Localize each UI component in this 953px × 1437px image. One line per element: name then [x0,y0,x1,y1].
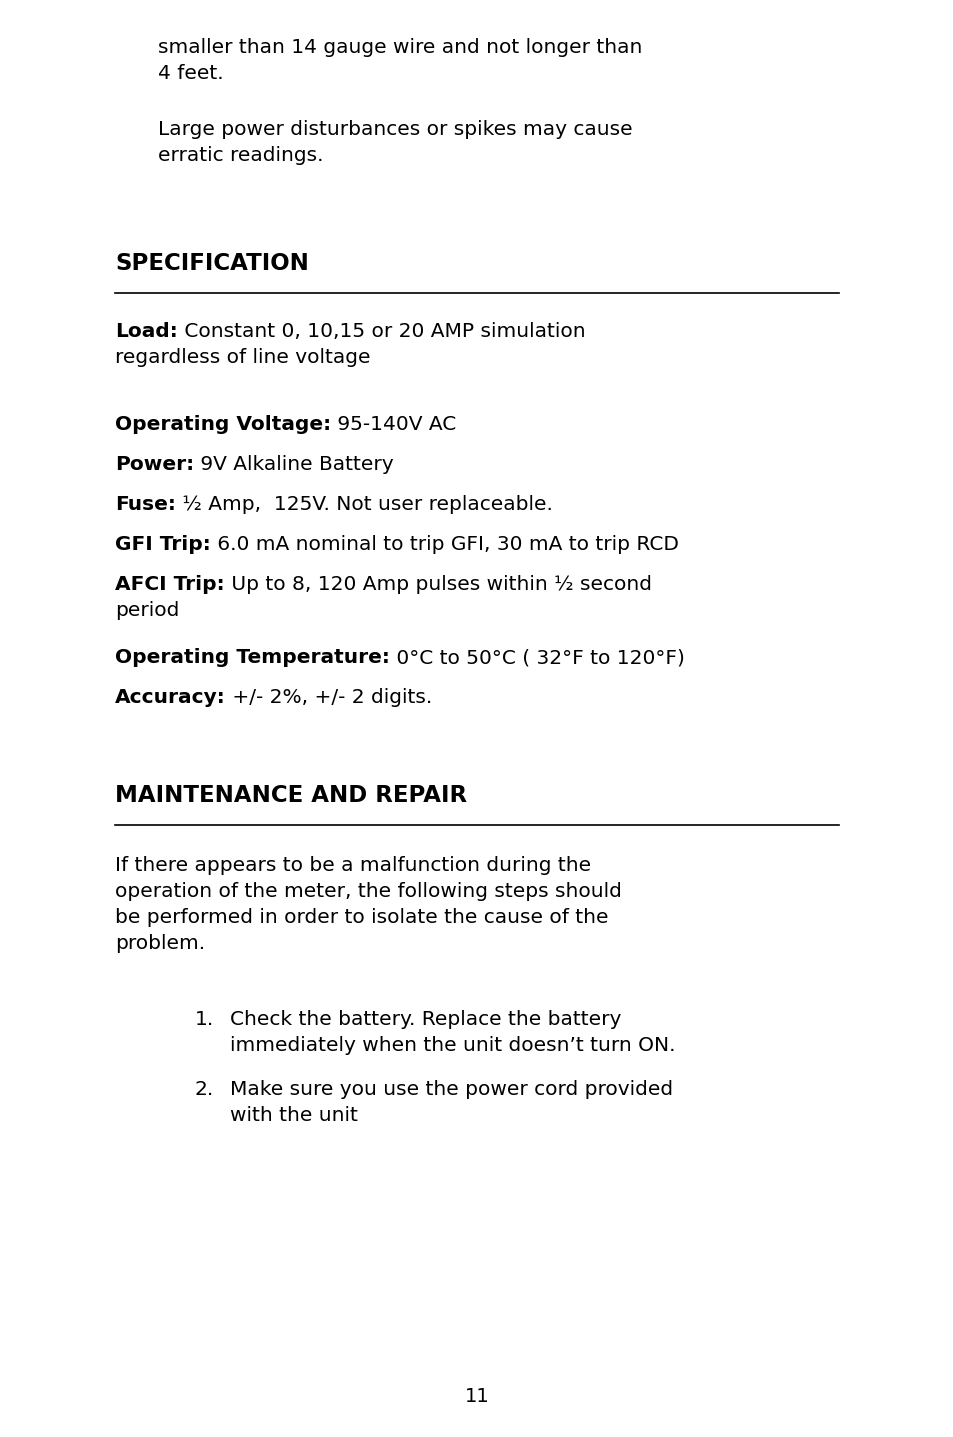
Text: 1.: 1. [194,1010,214,1029]
Text: Operating Voltage:: Operating Voltage: [115,415,331,434]
Text: 95-140V AC: 95-140V AC [331,415,456,434]
Text: SPECIFICATION: SPECIFICATION [115,251,309,274]
Text: If there appears to be a malfunction during the: If there appears to be a malfunction dur… [115,856,591,875]
Text: Power:: Power: [115,456,193,474]
Text: +/- 2%, +/- 2 digits.: +/- 2%, +/- 2 digits. [226,688,432,707]
Text: Accuracy:: Accuracy: [115,688,226,707]
Text: Load:: Load: [115,322,177,341]
Text: problem.: problem. [115,934,205,953]
Text: Up to 8, 120 Amp pulses within ½ second: Up to 8, 120 Amp pulses within ½ second [224,575,651,593]
Text: AFCI Trip:: AFCI Trip: [115,575,224,593]
Text: 9V Alkaline Battery: 9V Alkaline Battery [193,456,394,474]
Text: operation of the meter, the following steps should: operation of the meter, the following st… [115,882,621,901]
Text: Operating Temperature:: Operating Temperature: [115,648,390,667]
Text: with the unit: with the unit [230,1106,357,1125]
Text: Make sure you use the power cord provided: Make sure you use the power cord provide… [230,1081,673,1099]
Text: smaller than 14 gauge wire and not longer than: smaller than 14 gauge wire and not longe… [158,37,641,57]
Text: ½ Amp,  125V. Not user replaceable.: ½ Amp, 125V. Not user replaceable. [175,494,552,514]
Text: MAINTENANCE AND REPAIR: MAINTENANCE AND REPAIR [115,785,467,808]
Text: regardless of line voltage: regardless of line voltage [115,348,370,366]
Text: 2.: 2. [194,1081,214,1099]
Text: immediately when the unit doesn’t turn ON.: immediately when the unit doesn’t turn O… [230,1036,675,1055]
Text: 11: 11 [464,1387,489,1405]
Text: period: period [115,601,179,619]
Text: Check the battery. Replace the battery: Check the battery. Replace the battery [230,1010,620,1029]
Text: Fuse:: Fuse: [115,494,175,514]
Text: be performed in order to isolate the cause of the: be performed in order to isolate the cau… [115,908,608,927]
Text: 0°C to 50°C ( 32°F to 120°F): 0°C to 50°C ( 32°F to 120°F) [390,648,684,667]
Text: Large power disturbances or spikes may cause: Large power disturbances or spikes may c… [158,121,632,139]
Text: 6.0 mA nominal to trip GFI, 30 mA to trip RCD: 6.0 mA nominal to trip GFI, 30 mA to tri… [211,535,678,555]
Text: 4 feet.: 4 feet. [158,65,223,83]
Text: erratic readings.: erratic readings. [158,147,323,165]
Text: GFI Trip:: GFI Trip: [115,535,211,555]
Text: Constant 0, 10,15 or 20 AMP simulation: Constant 0, 10,15 or 20 AMP simulation [177,322,585,341]
